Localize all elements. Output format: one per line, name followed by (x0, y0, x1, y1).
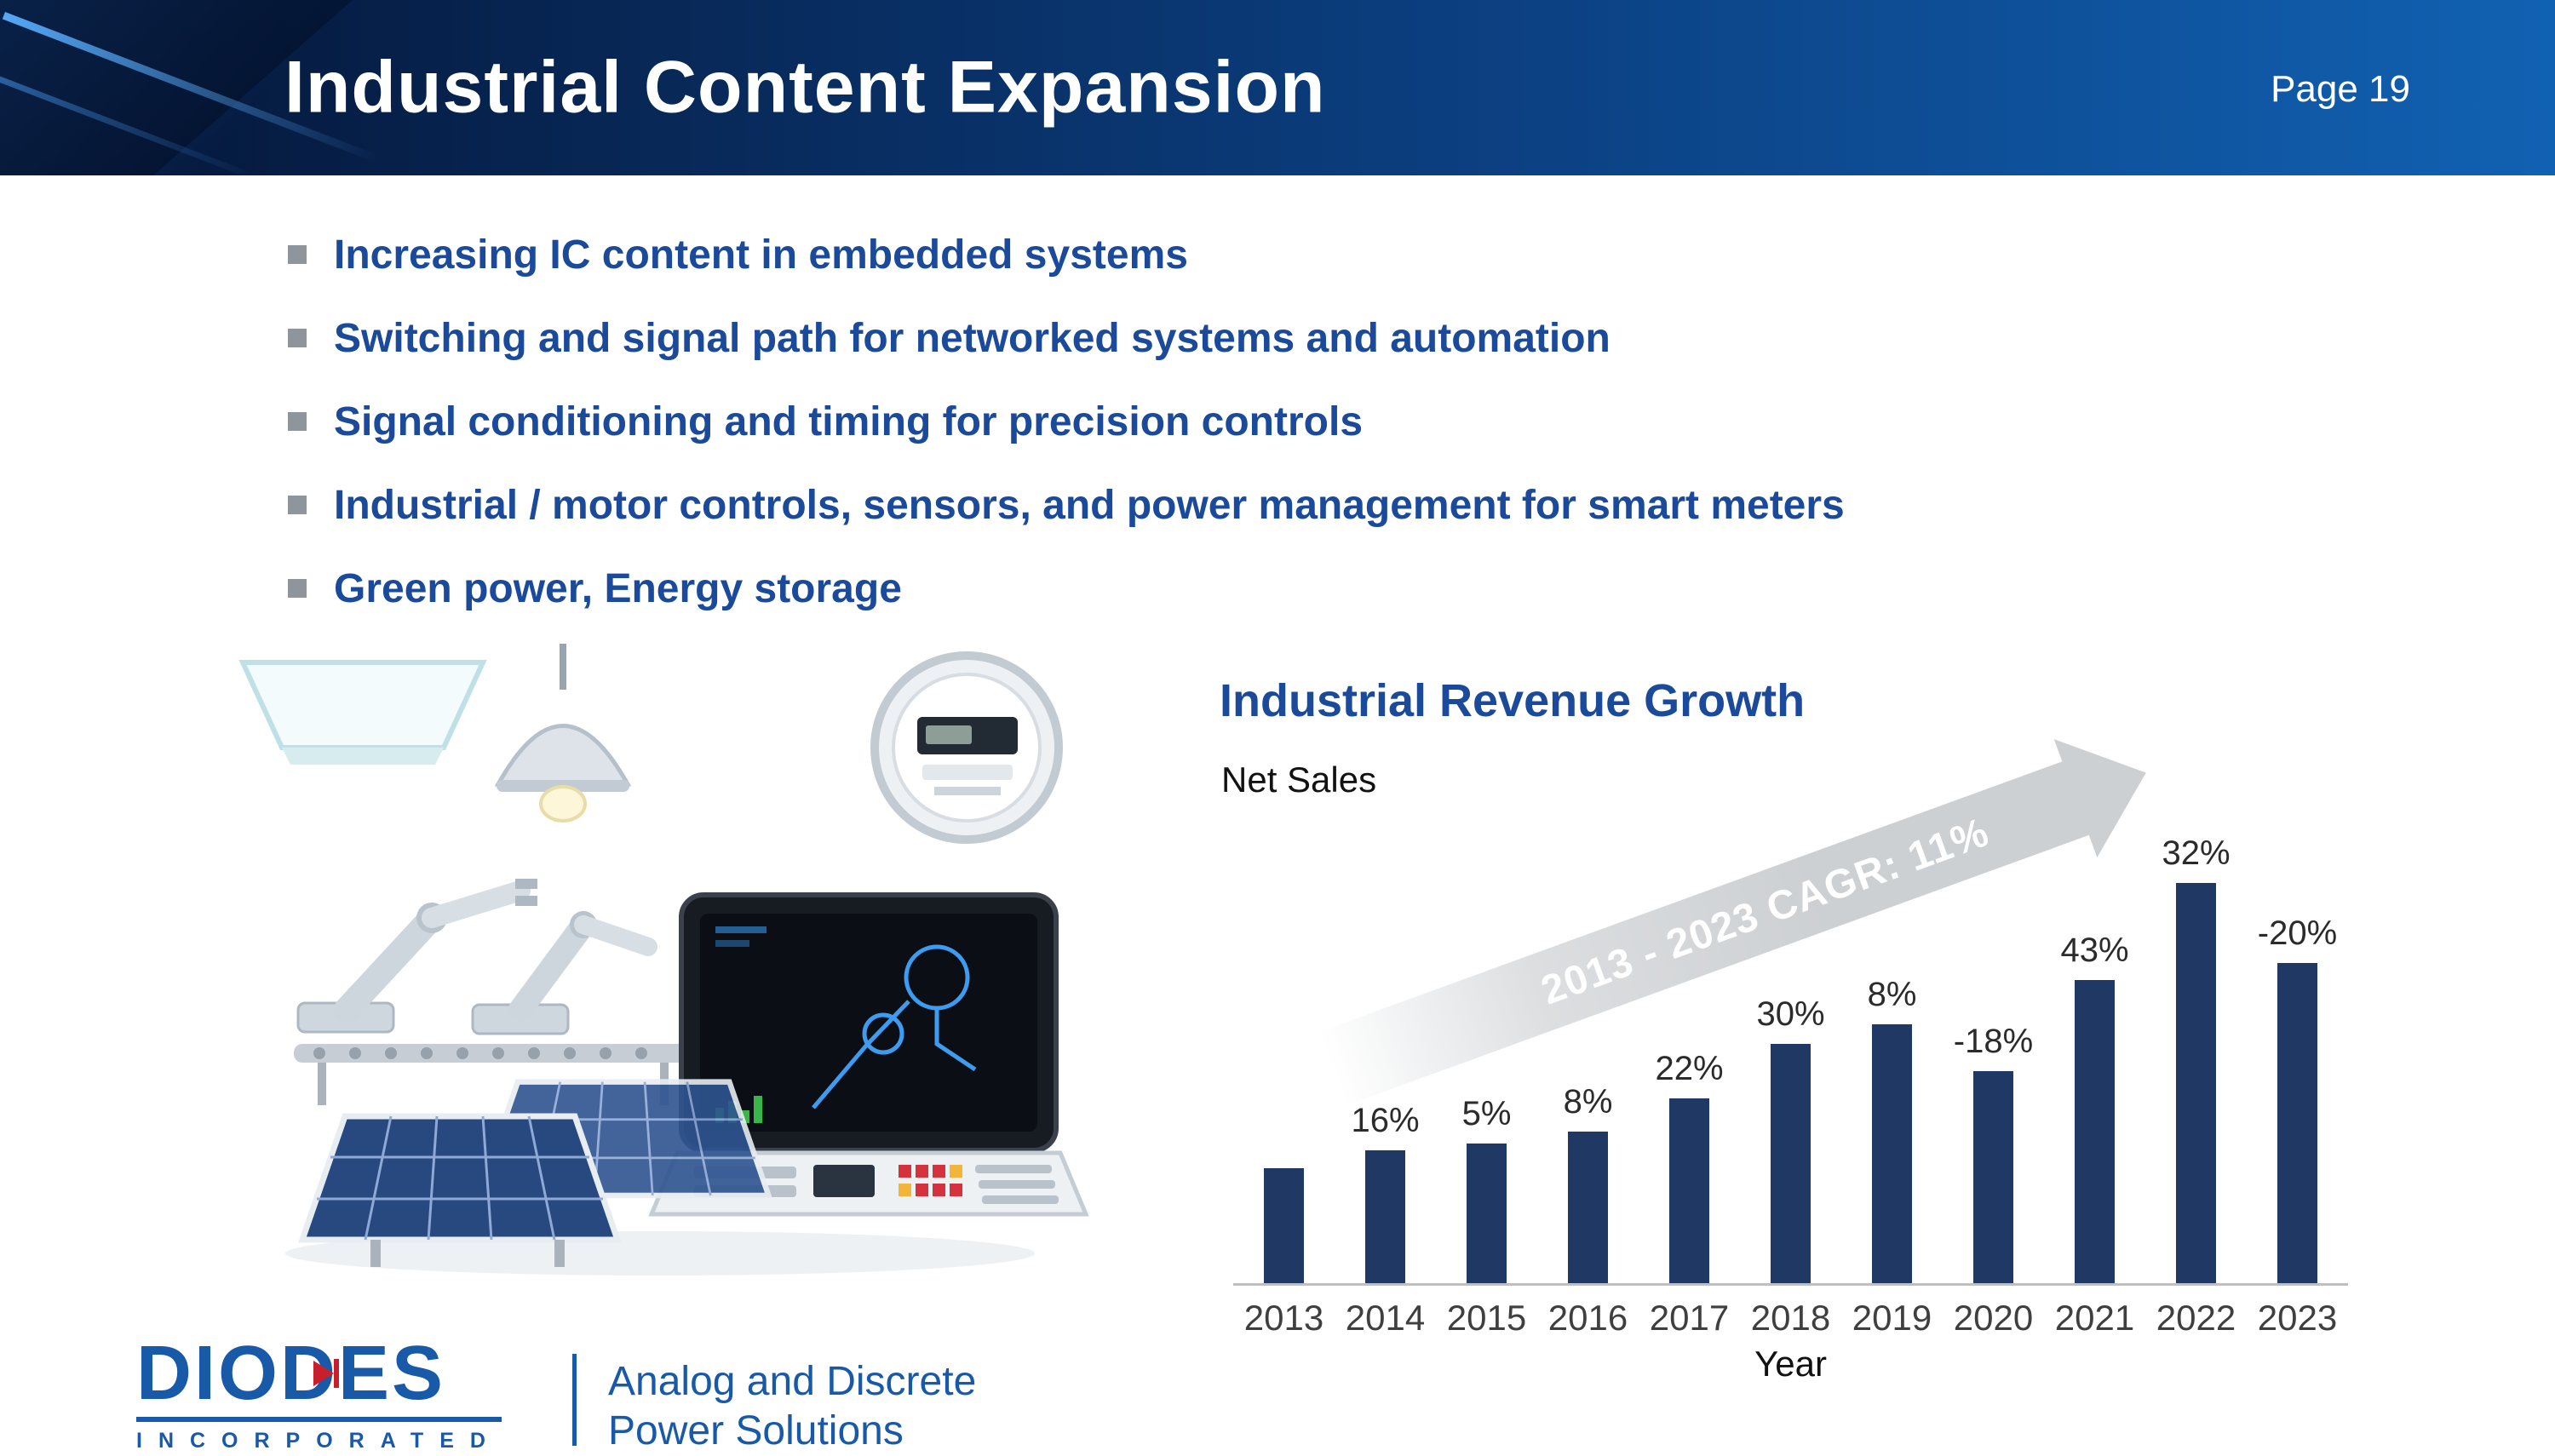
bar-column: -18% (1943, 1023, 2044, 1283)
square-bullet-icon (288, 245, 307, 264)
bar-column: -20% (2247, 914, 2348, 1283)
revenue-bar (2075, 980, 2115, 1283)
page-number: Page 19 (2271, 68, 2410, 110)
bullet-text: Switching and signal path for networked … (334, 315, 1611, 361)
footer-divider (572, 1354, 577, 1446)
bullet-text: Increasing IC content in embedded system… (334, 232, 1188, 278)
bar-column: 32% (2145, 834, 2247, 1283)
revenue-bar (2277, 963, 2317, 1283)
bars-row: 16% 5% 8% 22% 30% 8% -18% 43% 32% -20% (1233, 811, 2348, 1286)
bullet-item: Switching and signal path for networked … (288, 296, 1845, 380)
industrial-collage-illustration (238, 644, 1089, 1275)
bar-growth-label: 5% (1461, 1095, 1512, 1132)
bar-growth-label: 43% (2060, 931, 2129, 969)
bar-growth-label: 30% (1756, 995, 1825, 1033)
year-tick-label: 2018 (1750, 1298, 1831, 1338)
bar-growth-label: 32% (2162, 834, 2231, 872)
tagline-line: Power Solutions (608, 1408, 904, 1453)
bullet-text: Signal conditioning and timing for preci… (334, 398, 1364, 444)
bar-column: 8% (1537, 1083, 1639, 1283)
year-tick-label: 2015 (1446, 1298, 1527, 1338)
ceiling-light-illustration (238, 660, 487, 765)
bullet-item: Industrial / motor controls, sensors, an… (288, 463, 1845, 547)
year-tick-label: 2020 (1953, 1298, 2034, 1338)
year-tick-label: 2014 (1345, 1298, 1426, 1338)
revenue-bar (1568, 1132, 1608, 1283)
solar-panel-illustration (298, 1079, 772, 1267)
bar-column: 5% (1436, 1095, 1537, 1283)
square-bullet-icon (288, 579, 307, 598)
bar-column (1233, 1158, 1335, 1283)
bullet-list: Increasing IC content in embedded system… (288, 213, 1845, 630)
revenue-bar-chart: 16% 5% 8% 22% 30% 8% -18% 43% 32% -20% 2013 2014 20… (1233, 811, 2348, 1384)
smart-meter-illustration (870, 651, 1063, 844)
years-row: 2013 2014 2015 2016 2017 2018 2019 2020 2021 2022… (1233, 1286, 2348, 1338)
bar-growth-label: -20% (2257, 914, 2338, 952)
bar-growth-label: 8% (1867, 976, 1917, 1013)
year-tick-label: 2016 (1547, 1298, 1628, 1338)
diode-symbol-icon (313, 1359, 339, 1390)
year-tick-label: 2022 (2156, 1298, 2236, 1338)
bar-growth-label: 8% (1563, 1083, 1613, 1121)
pendant-lamp-illustration (494, 644, 632, 823)
x-axis-label: Year (1754, 1344, 1827, 1384)
bullet-text: Green power, Energy storage (334, 565, 902, 611)
logo-wordmark: DIODES (136, 1331, 446, 1416)
year-tick-label: 2021 (2054, 1298, 2135, 1338)
bar-column: 22% (1639, 1050, 1740, 1283)
square-bullet-icon (288, 412, 307, 431)
slide-title: Industrial Content Expansion (284, 46, 1326, 129)
bullet-item: Increasing IC content in embedded system… (288, 213, 1845, 296)
square-bullet-icon (288, 329, 307, 347)
bullet-text: Industrial / motor controls, sensors, an… (334, 482, 1845, 528)
bar-column: 43% (2044, 931, 2145, 1283)
bar-growth-label: 22% (1655, 1050, 1724, 1087)
revenue-bar (1771, 1044, 1811, 1283)
revenue-bar (1669, 1098, 1709, 1283)
revenue-bar (1264, 1168, 1304, 1283)
revenue-bar (1365, 1150, 1405, 1283)
logo-incorporated-text: INCORPORATED (136, 1417, 502, 1453)
year-tick-label: 2019 (1852, 1298, 1932, 1338)
header-band: Industrial Content Expansion Page 19 (0, 0, 2555, 175)
robot-arm-illustration (296, 879, 657, 1035)
diodes-logo: DIODES INCORPORATED (136, 1335, 502, 1453)
monitor-illustration (679, 892, 1059, 1153)
bar-column: 30% (1740, 995, 1841, 1283)
bar-column: 8% (1841, 976, 1943, 1283)
year-tick-label: 2023 (2257, 1298, 2338, 1338)
revenue-bar (1467, 1144, 1507, 1283)
bar-growth-label: 16% (1351, 1102, 1420, 1139)
bullet-item: Green power, Energy storage (288, 547, 1845, 630)
revenue-bar (1973, 1071, 2013, 1283)
square-bullet-icon (288, 496, 307, 514)
revenue-bar (1872, 1024, 1912, 1283)
tagline-line: Analog and Discrete (608, 1359, 977, 1404)
footer-tagline: Analog and Discrete Power Solutions (608, 1357, 976, 1456)
bar-column: 16% (1335, 1102, 1436, 1283)
revenue-bar (2176, 883, 2216, 1283)
bar-growth-label: -18% (1953, 1023, 2034, 1060)
chart-subtitle: Net Sales (1221, 760, 1377, 800)
year-tick-label: 2017 (1649, 1298, 1730, 1338)
bullet-item: Signal conditioning and timing for preci… (288, 380, 1845, 463)
chart-title: Industrial Revenue Growth (1220, 675, 1806, 726)
year-tick-label: 2013 (1243, 1298, 1324, 1338)
